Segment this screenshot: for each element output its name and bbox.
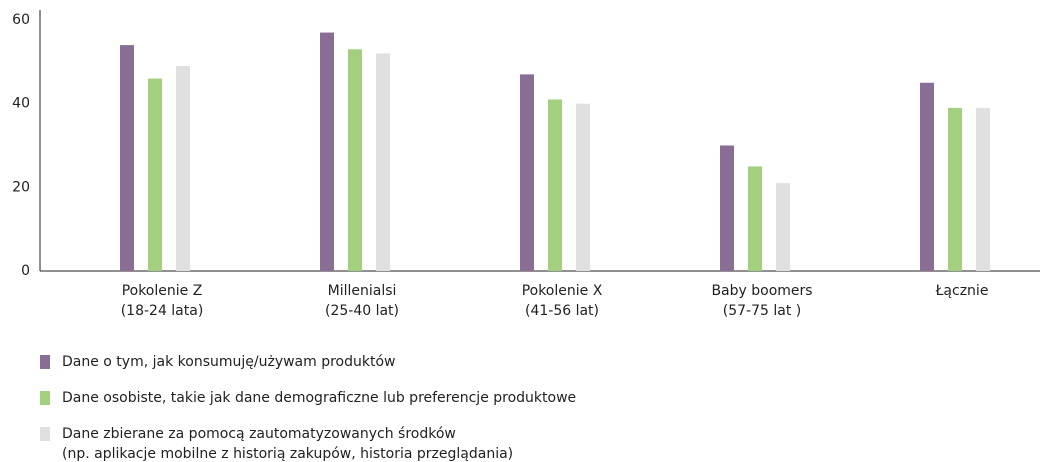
bar	[920, 82, 934, 271]
text-line: Pokolenie X	[522, 283, 603, 299]
y-tick-label: 60	[12, 12, 30, 28]
y-tick-label: 0	[21, 263, 30, 279]
text-line: Pokolenie Z	[122, 283, 203, 299]
text-line: 40	[12, 96, 30, 112]
bar	[120, 45, 134, 271]
legend-swatch	[40, 355, 50, 369]
text-line: Dane zbierane za pomocą zautomatyzowanyc…	[62, 426, 456, 442]
bar	[148, 78, 162, 271]
text-line: (np. aplikacje mobilne z historią zakupó…	[62, 446, 513, 462]
bar	[948, 107, 962, 271]
x-tick-label: Pokolenie Z (18-24 lata)	[121, 283, 204, 319]
legend-swatch	[40, 391, 50, 405]
text-line: Dane osobiste, takie jak dane demografic…	[62, 390, 576, 406]
bar	[720, 145, 734, 271]
bar	[976, 107, 990, 271]
text-line: (57-75 lat )	[723, 303, 801, 319]
x-tick-label: Łącznie	[935, 283, 989, 299]
bar	[176, 66, 190, 272]
x-tick-label: Millenialsi (25-40 lat)	[325, 283, 399, 319]
text-line: Millenialsi	[328, 283, 397, 299]
bar	[748, 166, 762, 271]
text-line: Baby boomers	[711, 283, 812, 299]
text-line: Łącznie	[935, 283, 989, 299]
text-line: Dane o tym, jak konsumuję/używam produkt…	[62, 354, 396, 370]
y-tick-label: 40	[12, 96, 30, 112]
legend-label: Dane zbierane za pomocą zautomatyzowanyc…	[62, 426, 513, 462]
bar	[576, 103, 590, 272]
text-line: 20	[12, 179, 30, 195]
x-tick-label: Pokolenie X (41-56 lat)	[522, 283, 603, 319]
text-line: 60	[12, 12, 30, 28]
legend-label: Dane osobiste, takie jak dane demografic…	[62, 390, 576, 406]
y-tick-label: 20	[12, 179, 30, 195]
x-tick-label: Baby boomers (57-75 lat )	[711, 283, 812, 319]
text-line: (18-24 lata)	[121, 303, 204, 319]
bar	[348, 49, 362, 272]
bar	[320, 32, 334, 271]
text-line: (41-56 lat)	[525, 303, 599, 319]
bar	[520, 74, 534, 271]
text-line: 0	[21, 263, 30, 279]
legend-swatch	[40, 427, 50, 441]
bar	[776, 183, 790, 271]
bar	[376, 53, 390, 271]
legend-label: Dane o tym, jak konsumuję/używam produkt…	[62, 354, 396, 370]
bar	[548, 99, 562, 271]
text-line: (25-40 lat)	[325, 303, 399, 319]
